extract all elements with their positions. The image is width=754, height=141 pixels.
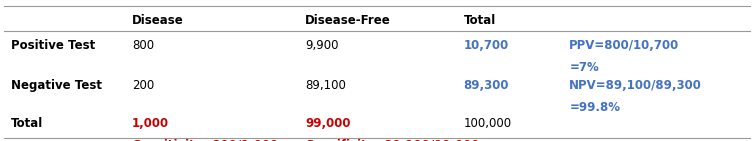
Text: 89,100: 89,100 — [305, 79, 346, 92]
Text: 89,300: 89,300 — [464, 79, 509, 92]
Text: =99.8%: =99.8% — [569, 101, 621, 114]
Text: 800: 800 — [132, 39, 154, 52]
Text: 9,900: 9,900 — [305, 39, 339, 52]
Text: Total: Total — [464, 14, 496, 27]
Text: 1,000: 1,000 — [132, 117, 169, 130]
Text: 100,000: 100,000 — [464, 117, 512, 130]
Text: 99,000: 99,000 — [305, 117, 351, 130]
Text: Positive Test: Positive Test — [11, 39, 96, 52]
Text: PPV=800/10,700: PPV=800/10,700 — [569, 39, 679, 52]
Text: 200: 200 — [132, 79, 155, 92]
Text: Specificity=89,100/99,000: Specificity=89,100/99,000 — [305, 139, 480, 141]
Text: Total: Total — [11, 117, 44, 130]
Text: Sensitivity=800/1,000: Sensitivity=800/1,000 — [132, 139, 278, 141]
Text: Negative Test: Negative Test — [11, 79, 103, 92]
Text: Disease: Disease — [132, 14, 184, 27]
Text: =7%: =7% — [569, 61, 599, 74]
Text: 10,700: 10,700 — [464, 39, 509, 52]
Text: NPV=89,100/89,300: NPV=89,100/89,300 — [569, 79, 702, 92]
Text: Disease-Free: Disease-Free — [305, 14, 391, 27]
